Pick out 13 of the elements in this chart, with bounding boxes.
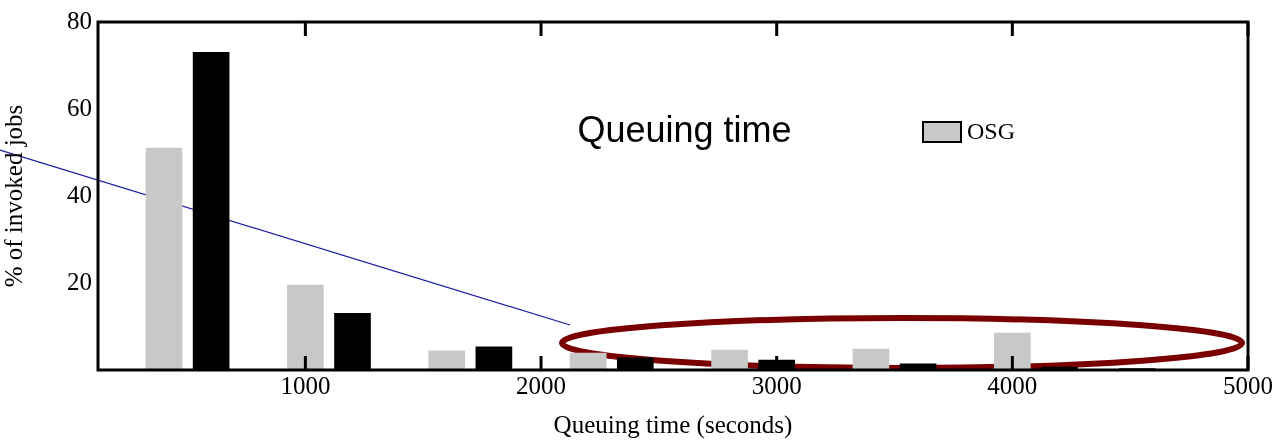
- x-tick-label: 3000: [751, 371, 802, 399]
- x-tick-label: 1000: [280, 371, 331, 399]
- x-axis-title: Queuing time (seconds): [553, 410, 793, 439]
- y-axis-title: % of invoked jobs: [0, 104, 27, 288]
- y-tick-label: 60: [67, 93, 92, 121]
- annotation: Queuing time: [577, 108, 792, 150]
- legend-label: OSG: [967, 118, 1016, 145]
- y-tick-label: 80: [67, 6, 92, 34]
- x-tick-label: 2000: [516, 371, 567, 399]
- y-tick-label: 40: [67, 180, 92, 208]
- y-tick-label: 20: [67, 267, 92, 295]
- x-tick-label: 4000: [987, 371, 1038, 399]
- x-tick-label: 5000: [1223, 371, 1273, 399]
